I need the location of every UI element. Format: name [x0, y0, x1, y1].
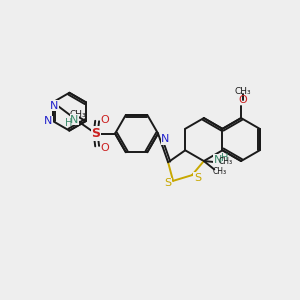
Text: H: H — [65, 118, 72, 128]
Text: CH₃: CH₃ — [69, 110, 86, 119]
Text: N: N — [161, 134, 170, 144]
Text: CH₃: CH₃ — [219, 157, 233, 166]
Text: N: N — [50, 101, 59, 111]
Text: N: N — [214, 154, 222, 165]
Text: O: O — [100, 142, 109, 153]
Text: CH₃: CH₃ — [234, 87, 251, 96]
Text: S: S — [91, 127, 100, 140]
Text: O: O — [100, 115, 109, 124]
Text: O: O — [238, 95, 247, 105]
Text: N: N — [44, 116, 53, 126]
Text: S: S — [194, 172, 201, 182]
Text: CH₃: CH₃ — [213, 167, 227, 176]
Text: H: H — [221, 153, 228, 163]
Text: S: S — [164, 178, 171, 188]
Text: N: N — [70, 115, 79, 125]
